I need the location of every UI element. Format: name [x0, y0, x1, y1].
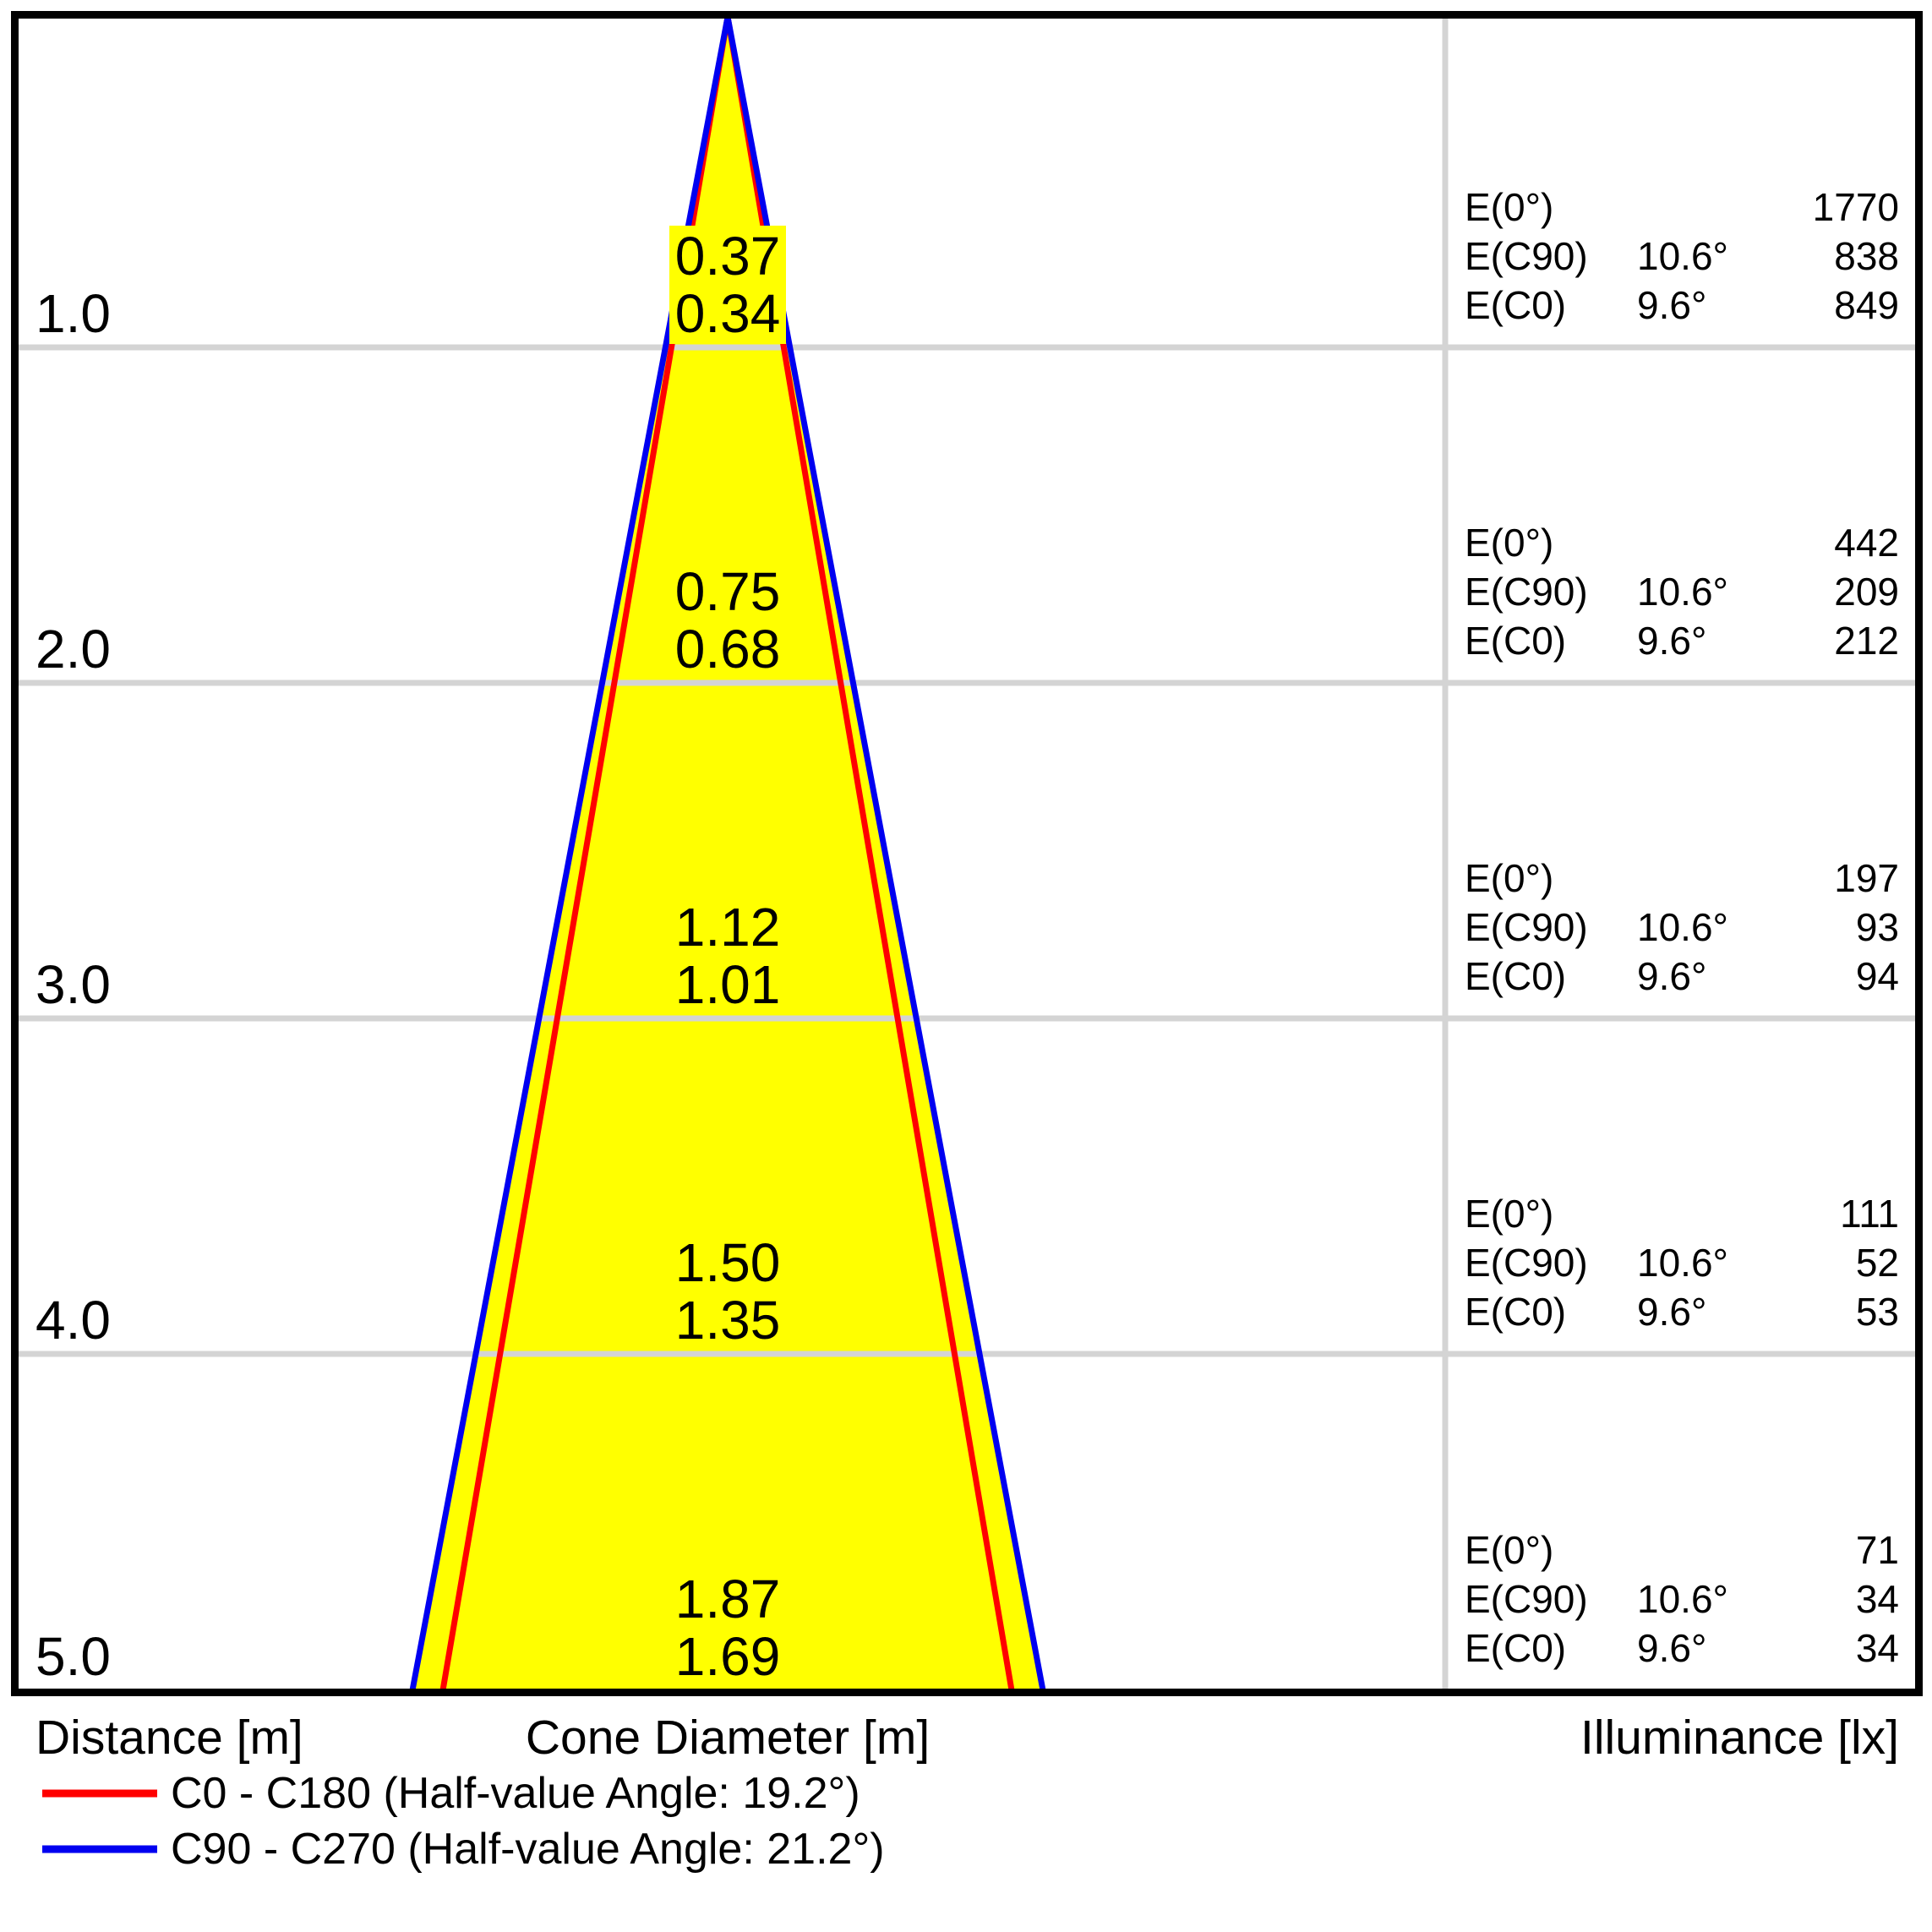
distance-label-4m: 4.0 [35, 1289, 111, 1351]
e-value: 94 [1855, 954, 1899, 998]
e-value: 34 [1855, 1626, 1899, 1670]
cone-diameter-c0: 0.34 [669, 283, 787, 344]
illuminance-block-5m: E(0°) 71 E(C90) 10.6° 34 E(C0) 9.6° 34 [1465, 1525, 1899, 1673]
legend-row-c90: C90 - C270 (Half-value Angle: 21.2°) [42, 1821, 885, 1877]
e-value: 71 [1855, 1528, 1899, 1572]
legend-label-c90: C90 - C270 (Half-value Angle: 21.2°) [171, 1825, 885, 1874]
e-label: E(0°) [1465, 185, 1554, 229]
illuminance-block-3m: E(0°) 197 E(C90) 10.6° 93 E(C0) 9.6° 94 [1465, 854, 1899, 1001]
cone-diameter-c90: 0.75 [669, 561, 787, 622]
e-angle [1637, 854, 1744, 903]
e-value: 838 [1834, 234, 1899, 278]
illuminance-row: E(C90) 10.6° 93 [1465, 903, 1899, 952]
illuminance-row: E(C0) 9.6° 94 [1465, 952, 1899, 1001]
e-angle: 10.6° [1637, 234, 1728, 278]
e-angle: 9.6° [1637, 619, 1707, 663]
e-angle: 10.6° [1637, 1241, 1728, 1285]
distance-label-5m: 5.0 [35, 1625, 111, 1687]
e-label: E(C0) [1465, 1626, 1567, 1670]
illuminance-row: E(0°) 111 [1465, 1189, 1899, 1238]
e-angle [1637, 183, 1744, 232]
e-value: 209 [1834, 570, 1899, 614]
e-angle [1637, 1525, 1744, 1575]
e-angle [1637, 518, 1744, 567]
cone-diameter-values-1m: 0.37 0.34 [601, 226, 854, 344]
e-label: E(0°) [1465, 1192, 1554, 1236]
illuminance-row: E(C0) 9.6° 849 [1465, 281, 1899, 330]
distance-axis-label: Distance [m] [35, 1711, 303, 1765]
cone-diameter-c0: 1.01 [669, 954, 787, 1015]
e-label: E(C90) [1465, 570, 1588, 614]
e-angle: 10.6° [1637, 570, 1728, 614]
cone-diameter-values-4m: 1.50 1.35 [601, 1232, 854, 1351]
illuminance-row: E(0°) 1770 [1465, 183, 1899, 232]
illuminance-block-1m: E(0°) 1770 E(C90) 10.6° 838 E(C0) 9.6° 849 [1465, 183, 1899, 330]
legend-swatch-c0-red-line [42, 1789, 157, 1798]
legend-swatch-c90-blue-line [42, 1845, 157, 1853]
cone-diameter-c0: 0.68 [669, 619, 787, 679]
e-value: 111 [1840, 1192, 1899, 1236]
cone-diameter-c0: 1.69 [669, 1626, 787, 1687]
chart-border [11, 11, 1923, 1696]
e-value: 197 [1834, 856, 1899, 900]
e-label: E(0°) [1465, 1528, 1554, 1572]
e-angle: 9.6° [1637, 1626, 1707, 1670]
illuminance-row: E(C90) 10.6° 209 [1465, 567, 1899, 616]
e-angle [1637, 1189, 1744, 1238]
e-label: E(C0) [1465, 1290, 1567, 1334]
illuminance-axis-label: Illuminance [lx] [1580, 1711, 1899, 1765]
e-label: E(C0) [1465, 954, 1567, 998]
illuminance-row: E(0°) 442 [1465, 518, 1899, 567]
cone-diameter-values-2m: 0.75 0.68 [601, 561, 854, 679]
e-label: E(C90) [1465, 1241, 1588, 1285]
grid-lines [19, 344, 1915, 1357]
cone-diameter-axis-label: Cone Diameter [m] [525, 1711, 931, 1765]
e-label: E(C90) [1465, 234, 1588, 278]
e-angle: 9.6° [1637, 1290, 1707, 1334]
cone-fill [412, 17, 1043, 1690]
illuminance-row: E(C90) 10.6° 838 [1465, 232, 1899, 281]
e-label: E(0°) [1465, 521, 1554, 565]
illuminance-row: E(C0) 9.6° 53 [1465, 1287, 1899, 1336]
illuminance-block-2m: E(0°) 442 E(C90) 10.6° 209 E(C0) 9.6° 212 [1465, 518, 1899, 665]
legend-row-c0: C0 - C180 (Half-value Angle: 19.2°) [42, 1766, 860, 1821]
cone-diameter-c90: 1.87 [669, 1569, 787, 1629]
illuminance-row: E(0°) 71 [1465, 1525, 1899, 1575]
cone-diameter-values-3m: 1.12 1.01 [601, 897, 854, 1015]
legend-label-c0: C0 - C180 (Half-value Angle: 19.2°) [171, 1769, 860, 1818]
distance-label-3m: 3.0 [35, 953, 111, 1015]
distance-label-1m: 1.0 [35, 282, 111, 344]
e-label: E(0°) [1465, 856, 1554, 900]
e-value: 93 [1855, 905, 1899, 949]
illuminance-row: E(C0) 9.6° 212 [1465, 616, 1899, 665]
e-angle: 9.6° [1637, 954, 1707, 998]
e-label: E(C90) [1465, 905, 1588, 949]
illuminance-row: E(C90) 10.6° 34 [1465, 1575, 1899, 1624]
e-angle: 10.6° [1637, 905, 1728, 949]
illuminance-block-4m: E(0°) 111 E(C90) 10.6° 52 E(C0) 9.6° 53 [1465, 1189, 1899, 1336]
e-label: E(C90) [1465, 1577, 1588, 1621]
cone-diameter-c90: 1.12 [669, 897, 787, 958]
illuminance-row: E(C0) 9.6° 34 [1465, 1624, 1899, 1673]
illuminance-row: E(0°) 197 [1465, 854, 1899, 903]
e-label: E(C0) [1465, 619, 1567, 663]
e-value: 442 [1834, 521, 1899, 565]
cone-diameter-c90: 1.50 [669, 1232, 787, 1293]
e-angle: 9.6° [1637, 283, 1707, 327]
e-value: 52 [1855, 1241, 1899, 1285]
e-value: 53 [1855, 1290, 1899, 1334]
e-value: 849 [1834, 283, 1899, 327]
cone-diameter-c0: 1.35 [669, 1290, 787, 1351]
e-label: E(C0) [1465, 283, 1567, 327]
illuminance-row: E(C90) 10.6° 52 [1465, 1238, 1899, 1287]
distance-label-2m: 2.0 [35, 618, 111, 679]
e-value: 212 [1834, 619, 1899, 663]
e-angle: 10.6° [1637, 1577, 1728, 1621]
cone-diameter-c90: 0.37 [669, 226, 787, 287]
cone-diameter-values-5m: 1.87 1.69 [601, 1569, 854, 1687]
e-value: 1770 [1812, 185, 1899, 229]
e-value: 34 [1855, 1577, 1899, 1621]
